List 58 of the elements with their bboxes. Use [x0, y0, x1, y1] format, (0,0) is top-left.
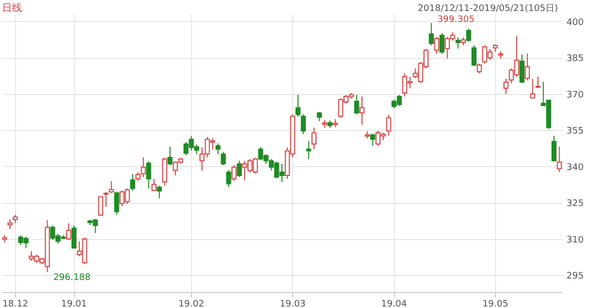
candlestick: [300, 114, 306, 135]
y-tick-label: 310: [566, 235, 584, 246]
text: 2018/12/11-2019/05/21(105日): [418, 4, 558, 14]
candlestick: [220, 151, 226, 166]
chart-title: 日线: [2, 2, 22, 14]
candlestick: [524, 52, 530, 81]
candlestick: [476, 63, 482, 74]
candlestick: [312, 127, 316, 150]
candlestick: [98, 196, 104, 216]
y-tick-label: 370: [566, 90, 584, 100]
candlestick: [434, 36, 440, 54]
candlestick: [504, 78, 508, 95]
candlestick: [520, 54, 524, 84]
x-tick-label: 19.05: [482, 300, 508, 308]
candlestick: [168, 146, 172, 166]
candlestick: [226, 169, 232, 188]
candlestick: [104, 191, 108, 208]
annotation: 296.188: [53, 273, 91, 284]
candlestick: [556, 146, 562, 173]
candlestick: [236, 160, 242, 178]
x-tick-label: 19.03: [280, 300, 306, 308]
candlestick: [162, 157, 168, 186]
candlestick: [296, 94, 300, 118]
candlestick: [146, 160, 152, 190]
candlestick: [456, 36, 460, 50]
candlestick: [354, 94, 360, 115]
candlestick: [316, 111, 322, 122]
candlestick: [72, 225, 76, 249]
x-tick-label: 19.01: [61, 300, 87, 308]
y-tick-label: 400: [566, 18, 584, 28]
y-tick-label: 340: [566, 162, 584, 173]
candlestick: [114, 191, 120, 216]
candlestick: [466, 28, 472, 42]
candlestick: [306, 140, 312, 160]
candlestick: [130, 173, 136, 192]
x-tick-label: 18.12: [2, 300, 28, 308]
x-tick-label: 19.02: [178, 300, 204, 308]
candlestick: [530, 78, 536, 100]
candlestick: [386, 114, 392, 136]
y-tick-label: 325: [566, 199, 584, 210]
candlestick: [66, 222, 72, 241]
candlestick: [360, 96, 364, 125]
candlestick: [552, 135, 556, 162]
candlestick: [8, 218, 12, 230]
candlestick: [472, 44, 476, 66]
y-tick-label: 355: [566, 126, 584, 137]
y-tick-label: 295: [566, 272, 584, 282]
candlestick: [440, 32, 444, 54]
annotation: 399.305: [437, 14, 475, 25]
y-tick-label: 385: [566, 54, 584, 64]
candlestick: [108, 180, 114, 194]
candlestick: [428, 22, 434, 46]
candlestick: [152, 178, 156, 192]
candlestick: [216, 142, 220, 155]
candlestick: [370, 133, 376, 146]
candlestick: [156, 185, 162, 199]
candlestick: [232, 164, 236, 182]
x-tick-label: 19.04: [381, 300, 408, 308]
